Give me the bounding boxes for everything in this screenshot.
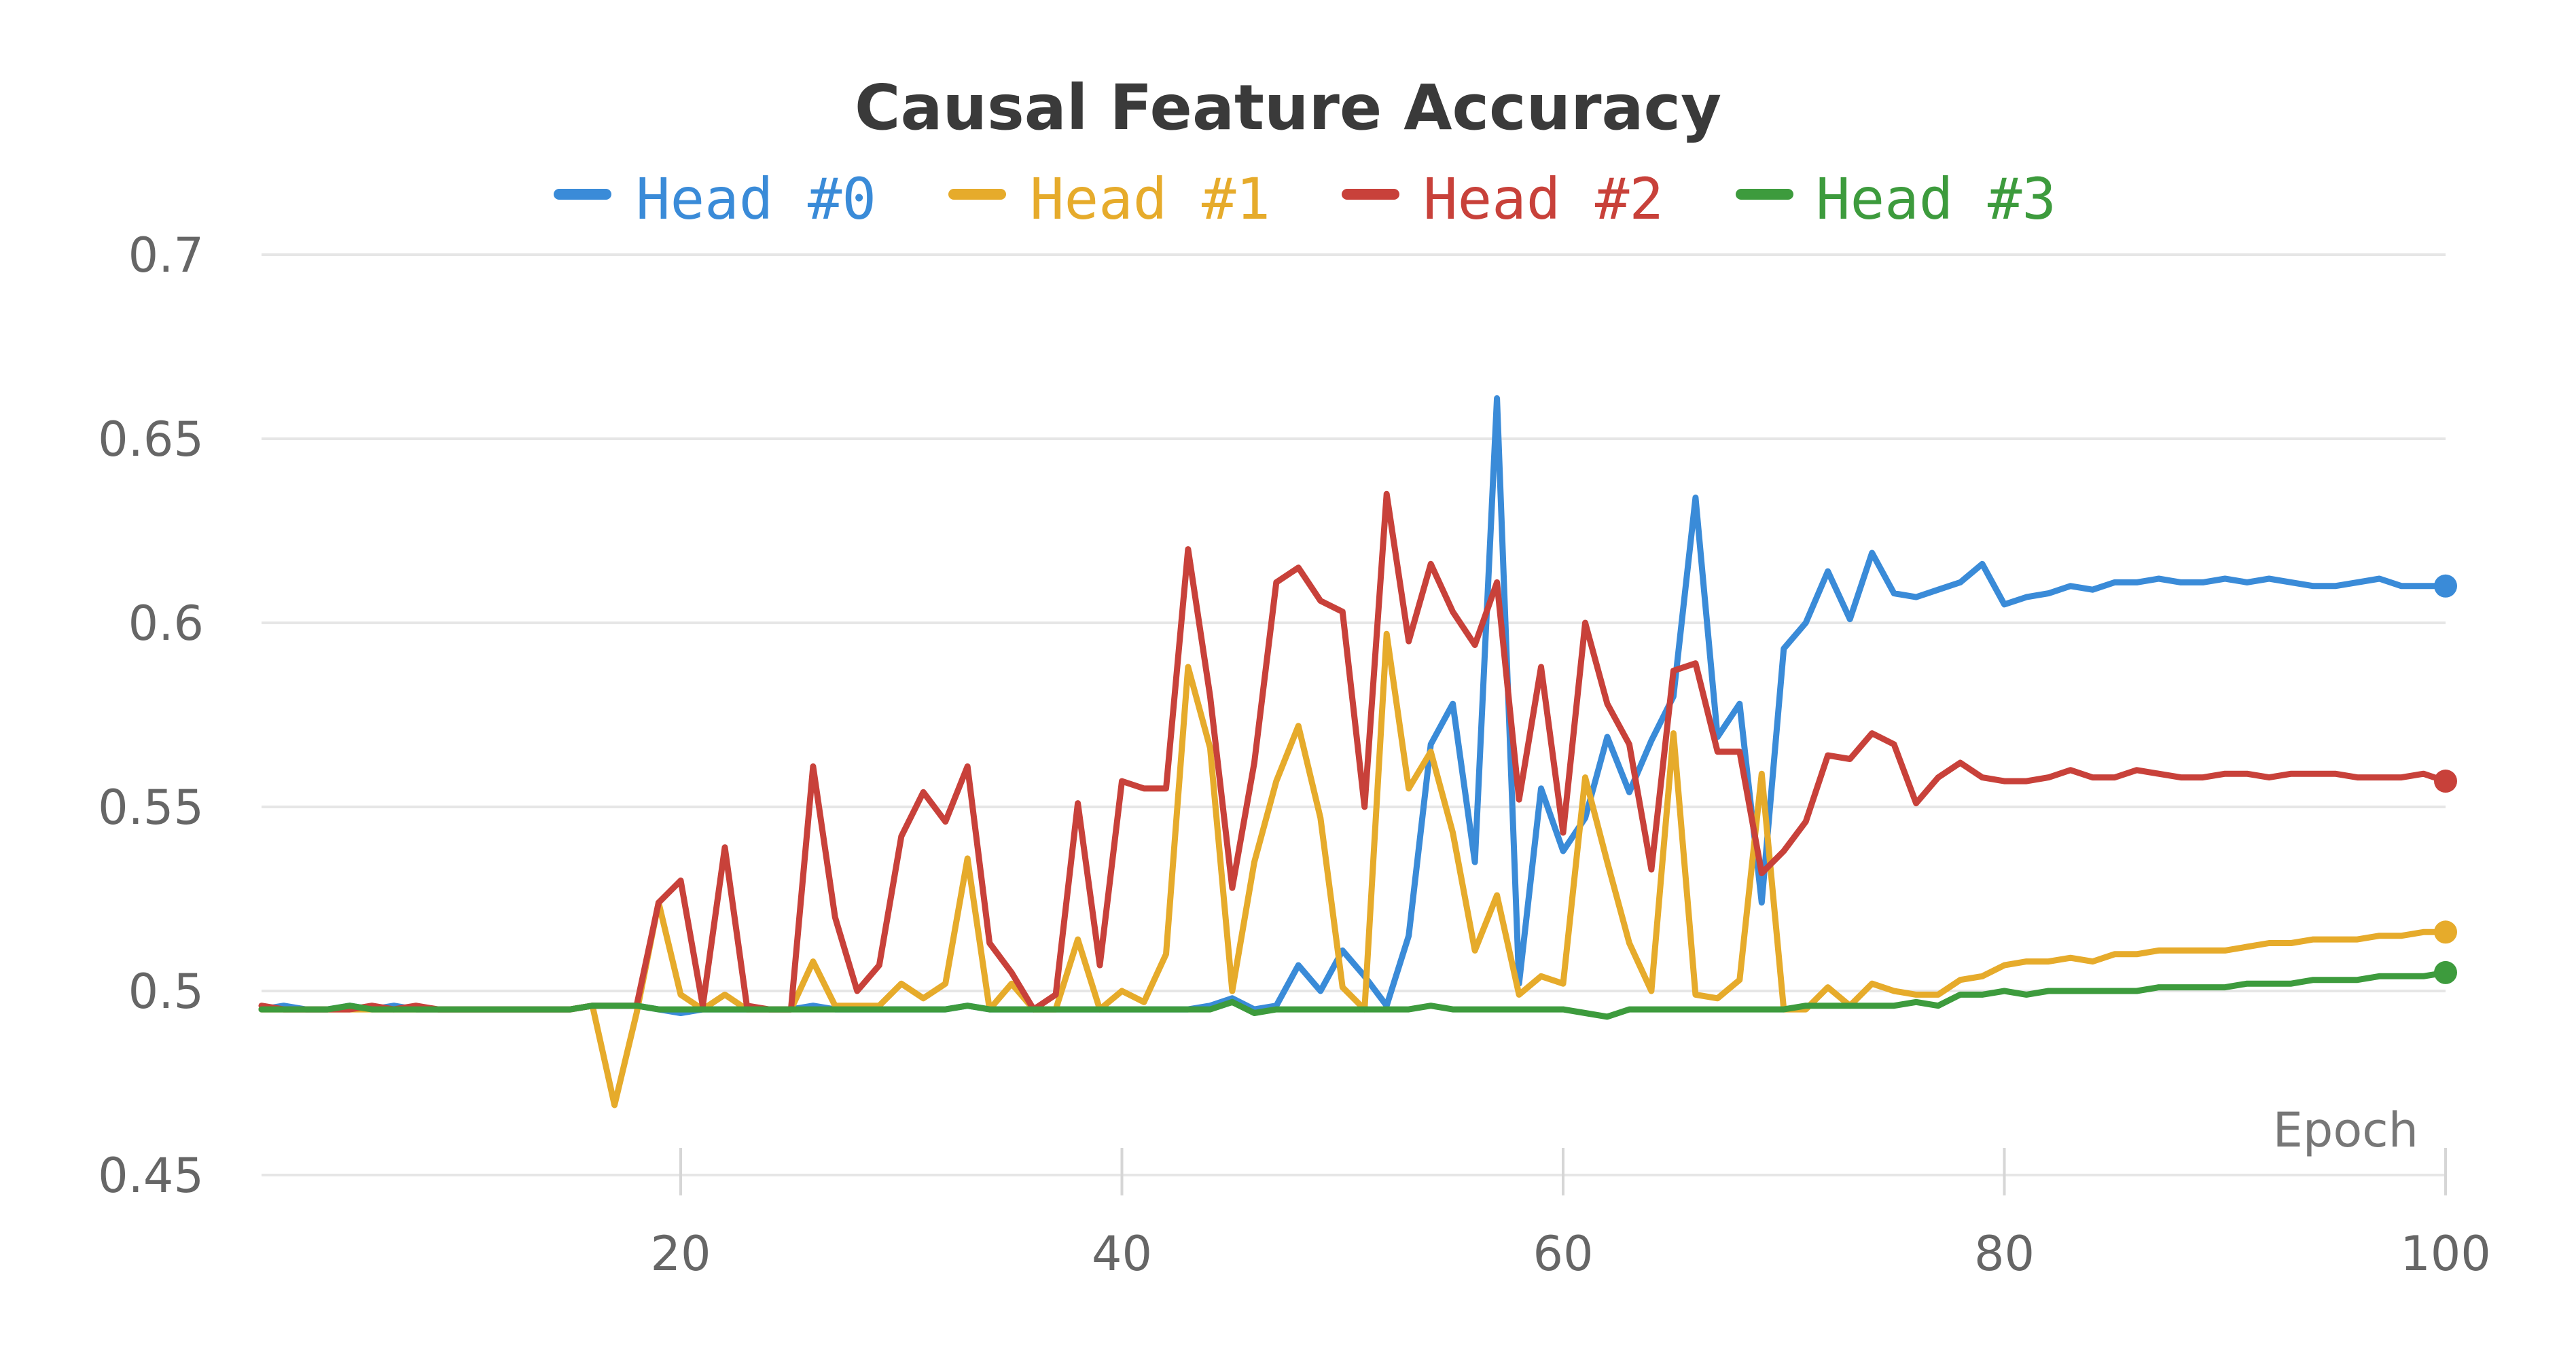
legend-swatch-head-2 [1342,189,1399,200]
series-endpoint-head-0 [2434,574,2457,598]
legend-label-head-2: Head #2 [1423,166,1664,232]
legend-label-head-3: Head #3 [1816,166,2056,232]
legend-swatch-head-0 [554,189,611,200]
y-tick-label: 0.7 [128,228,204,283]
series-lines [258,395,2449,1108]
x-axis-label: Epoch [2273,1102,2418,1158]
y-tick-label: 0.65 [98,412,204,467]
x-tick-label: 40 [1092,1226,1152,1282]
legend-swatch-head-1 [948,189,1006,200]
y-tick-label: 0.55 [98,780,204,835]
legend-label-head-0: Head #0 [636,166,876,232]
series-line-head-1 [258,630,2449,1108]
legend-item-head-3[interactable]: Head #3 [1736,166,2056,232]
series-endpoints [2434,574,2457,984]
chart-title: Causal Feature Accuracy [855,71,1721,144]
series-line-head-3 [258,969,2449,1020]
x-tick-label: 20 [650,1226,711,1282]
x-tick-label: 100 [2400,1226,2491,1282]
legend-item-head-2[interactable]: Head #2 [1342,166,1664,232]
y-axis-ticks: 0.45 0.5 0.55 0.6 0.65 0.7 [98,228,204,1204]
legend-item-head-1[interactable]: Head #1 [948,166,1270,232]
legend-item-head-0[interactable]: Head #0 [554,166,876,232]
legend: Head #0 Head #1 Head #2 Head #3 [554,166,2056,232]
series-endpoint-head-3 [2434,960,2457,984]
y-tick-label: 0.45 [98,1148,204,1204]
legend-swatch-head-3 [1736,189,1793,200]
legend-label-head-1: Head #1 [1030,166,1270,232]
x-tick-label: 80 [1974,1226,2035,1282]
series-line-head-2 [258,490,2449,1013]
x-axis-ticks: 20 40 60 80 100 [650,1148,2491,1282]
x-tick-label: 60 [1533,1226,1593,1282]
series-endpoint-head-2 [2434,770,2457,793]
series-endpoint-head-1 [2434,920,2457,944]
y-tick-label: 0.6 [128,596,204,651]
y-tick-label: 0.5 [128,964,204,1020]
gridlines [262,253,2446,1176]
